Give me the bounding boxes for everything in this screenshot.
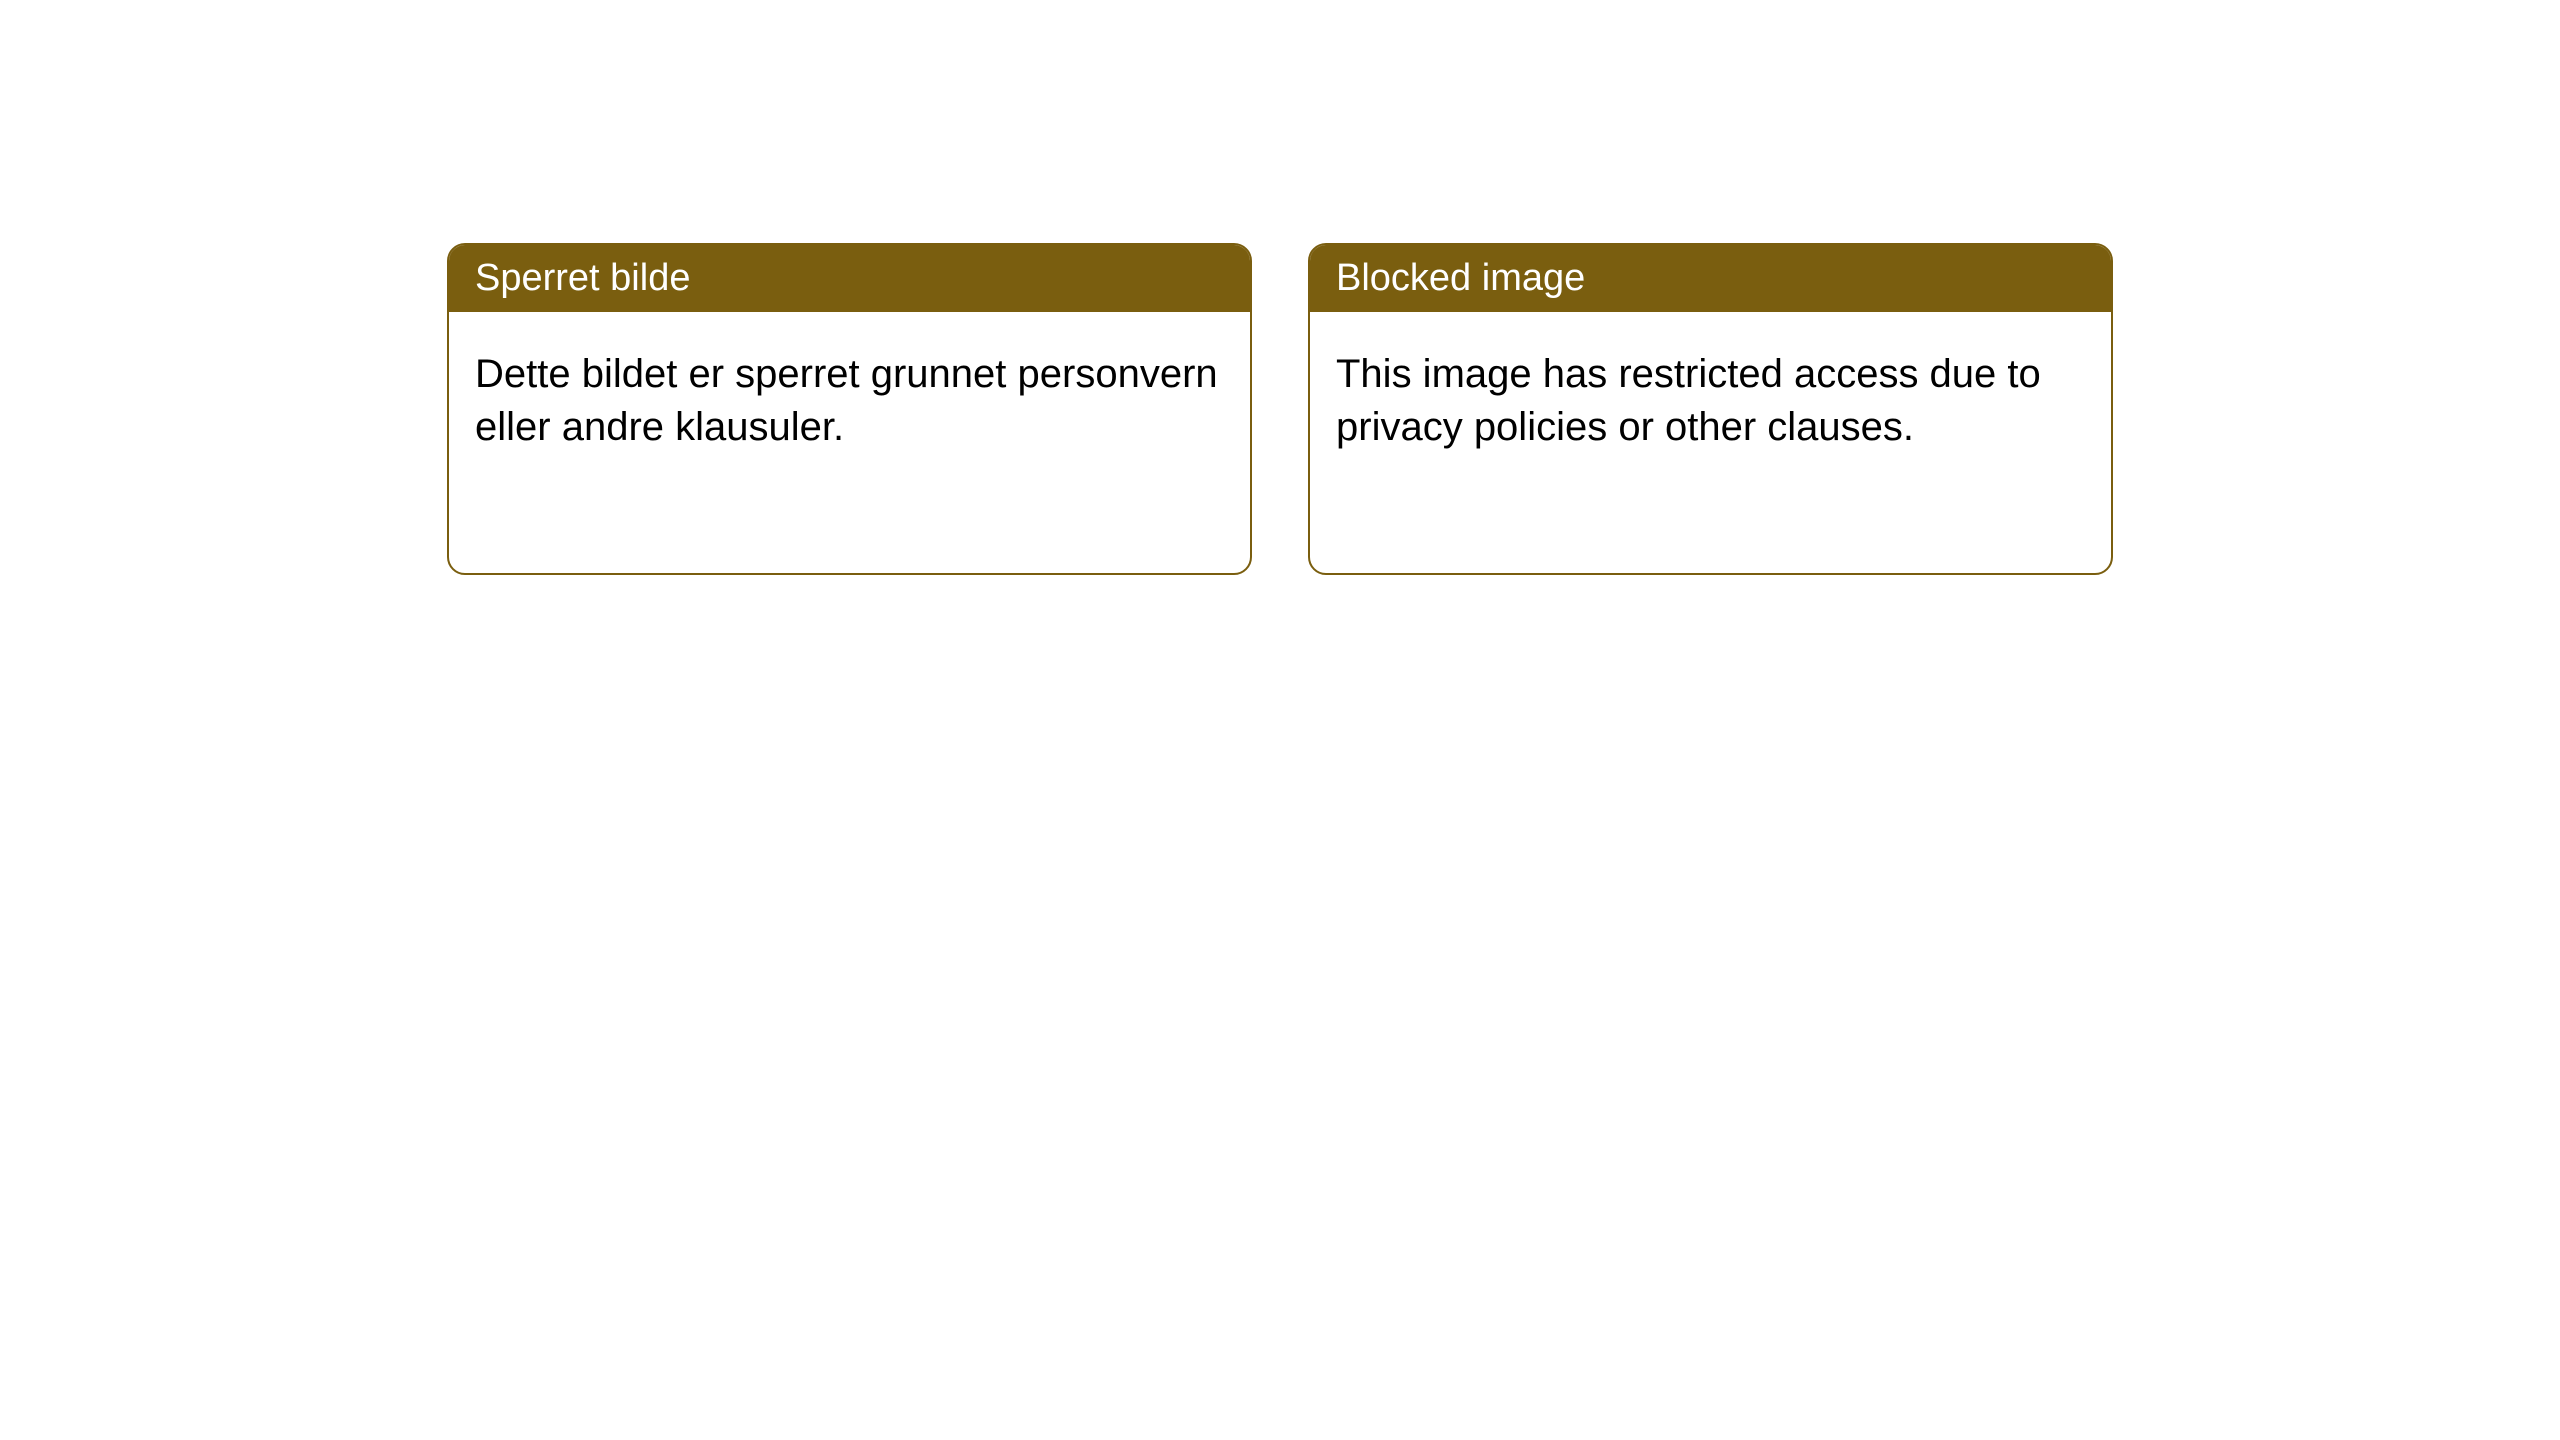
card-body-en: This image has restricted access due to …: [1310, 312, 2111, 490]
blocked-image-card-en: Blocked image This image has restricted …: [1308, 243, 2113, 575]
card-title-en: Blocked image: [1336, 257, 1585, 299]
card-body-no: Dette bildet er sperret grunnet personve…: [449, 312, 1250, 490]
notice-cards-container: Sperret bilde Dette bildet er sperret gr…: [0, 0, 2560, 575]
card-message-no: Dette bildet er sperret grunnet personve…: [475, 352, 1218, 449]
blocked-image-card-no: Sperret bilde Dette bildet er sperret gr…: [447, 243, 1252, 575]
card-title-no: Sperret bilde: [475, 257, 690, 299]
card-header-en: Blocked image: [1310, 245, 2111, 312]
card-message-en: This image has restricted access due to …: [1336, 352, 2041, 449]
card-header-no: Sperret bilde: [449, 245, 1250, 312]
